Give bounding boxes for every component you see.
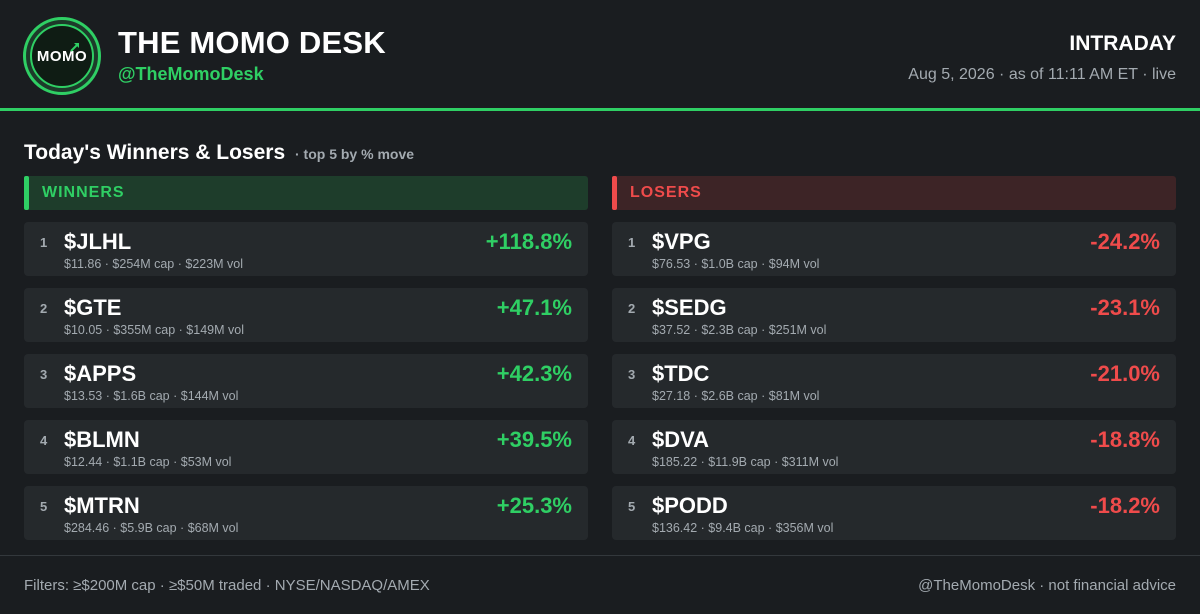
header: MOMO THE MOMO DESK @TheMomoDesk INTRADAY…: [0, 0, 1200, 108]
rank-number: 4: [40, 433, 48, 448]
section-title: Today's Winners & Losers: [24, 141, 286, 164]
brand-handle[interactable]: @TheMomoDesk: [118, 64, 264, 84]
loser-row[interactable]: 2 $SEDG $37.52 · $2.3B cap · $251M vol -…: [612, 288, 1176, 342]
rank-number: 4: [628, 433, 636, 448]
ticker-symbol: $APPS: [64, 361, 137, 386]
loser-row[interactable]: 4 $DVA $185.22 · $11.9B cap · $311M vol …: [612, 420, 1176, 474]
section-subtitle: · top 5 by % move: [295, 146, 415, 162]
ticker-symbol: $DVA: [652, 427, 710, 452]
ticker-meta: $37.52 · $2.3B cap · $251M vol: [652, 323, 827, 337]
ticker-symbol: $GTE: [64, 295, 122, 320]
rank-number: 2: [40, 301, 48, 316]
ticker-symbol: $SEDG: [652, 295, 727, 320]
brand-logo-text: MOMO: [36, 47, 88, 65]
brand-logo-badge: MOMO: [30, 24, 94, 88]
ticker-symbol: $BLMN: [64, 427, 140, 452]
percent-change: -24.2%: [1090, 229, 1160, 254]
brand-title: THE MOMO DESK: [118, 25, 386, 60]
ticker-meta: $11.86 · $254M cap · $223M vol: [64, 257, 244, 271]
rank-number: 5: [628, 499, 636, 514]
winner-row[interactable]: 2 $GTE $10.05 · $355M cap · $149M vol +4…: [24, 288, 588, 342]
loser-row[interactable]: 3 $TDC $27.18 · $2.6B cap · $81M vol -21…: [612, 354, 1176, 408]
percent-change: +42.3%: [496, 361, 572, 386]
percent-change: -21.0%: [1090, 361, 1160, 386]
percent-change: +47.1%: [496, 295, 572, 320]
mode-label: INTRADAY: [1069, 32, 1176, 55]
ticker-meta: $27.18 · $2.6B cap · $81M vol: [652, 389, 820, 403]
ticker-meta: $284.46 · $5.9B cap · $68M vol: [64, 521, 239, 535]
ticker-meta: $13.53 · $1.6B cap · $144M vol: [64, 389, 239, 403]
header-divider: [0, 108, 1200, 111]
trend-up-arrow-icon: [70, 43, 79, 52]
percent-change: +39.5%: [496, 427, 572, 452]
ticker-meta: $12.44 · $1.1B cap · $53M vol: [64, 455, 232, 469]
percent-change: -18.2%: [1090, 493, 1160, 518]
winner-row[interactable]: 5 $MTRN $284.46 · $5.9B cap · $68M vol +…: [24, 486, 588, 540]
percent-change: -18.8%: [1090, 427, 1160, 452]
percent-change: -23.1%: [1090, 295, 1160, 320]
ticker-meta: $185.22 · $11.9B cap · $311M vol: [652, 455, 839, 469]
losers-header: LOSERS: [612, 176, 1176, 210]
ticker-meta: $10.05 · $355M cap · $149M vol: [64, 323, 244, 337]
brand-logo: MOMO: [23, 17, 101, 95]
percent-change: +118.8%: [485, 229, 572, 254]
winner-row[interactable]: 4 $BLMN $12.44 · $1.1B cap · $53M vol +3…: [24, 420, 588, 474]
footer-credit: @TheMomoDesk · not financial advice: [918, 577, 1176, 594]
rank-number: 1: [628, 235, 636, 250]
loser-row[interactable]: 1 $VPG $76.53 · $1.0B cap · $94M vol -24…: [612, 222, 1176, 276]
losers-column: LOSERS 1 $VPG $76.53 · $1.0B cap · $94M …: [612, 176, 1176, 540]
winners-header: WINNERS: [24, 176, 588, 210]
loser-row[interactable]: 5 $PODD $136.42 · $9.4B cap · $356M vol …: [612, 486, 1176, 540]
ticker-symbol: $JLHL: [64, 229, 132, 254]
ticker-meta: $76.53 · $1.0B cap · $94M vol: [652, 257, 820, 271]
winner-row[interactable]: 3 $APPS $13.53 · $1.6B cap · $144M vol +…: [24, 354, 588, 408]
percent-change: +25.3%: [496, 493, 572, 518]
rank-number: 3: [628, 367, 636, 382]
ticker-symbol: $PODD: [652, 493, 728, 518]
ticker-symbol: $VPG: [652, 229, 711, 254]
rank-number: 1: [40, 235, 48, 250]
winner-row[interactable]: 1 $JLHL $11.86 · $254M cap · $223M vol +…: [24, 222, 588, 276]
winners-column: WINNERS 1 $JLHL $11.86 · $254M cap · $22…: [24, 176, 588, 540]
timestamp-status: Aug 5, 2026 · as of 11:11 AM ET · live: [908, 66, 1176, 83]
rank-number: 5: [40, 499, 48, 514]
rank-number: 2: [628, 301, 636, 316]
ticker-symbol: $MTRN: [64, 493, 140, 518]
footer-divider: [0, 555, 1200, 556]
section-heading: Today's Winners & Losers · top 5 by % mo…: [24, 141, 414, 165]
rank-number: 3: [40, 367, 48, 382]
filters-note: Filters: ≥$200M cap · ≥$50M traded · NYS…: [24, 577, 430, 594]
ticker-meta: $136.42 · $9.4B cap · $356M vol: [652, 521, 834, 535]
ticker-symbol: $TDC: [652, 361, 710, 386]
